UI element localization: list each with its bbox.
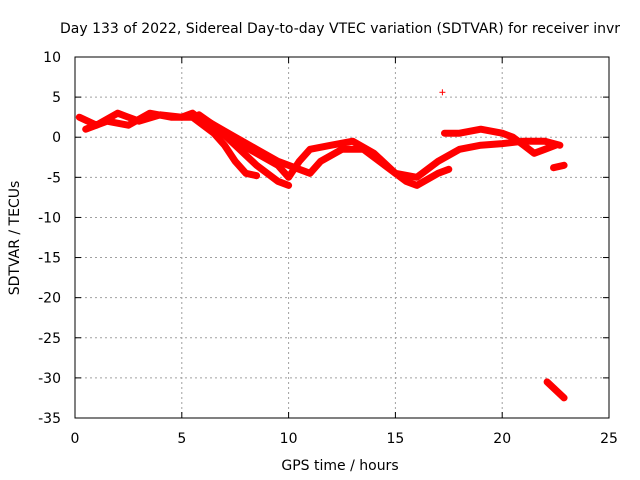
y-tick-label: 5 — [52, 90, 61, 106]
x-tick-label: 15 — [386, 431, 404, 447]
y-axis-label: SDTVAR / TECUs — [7, 181, 23, 296]
series-track-2 — [82, 109, 261, 180]
y-tick-label: -5 — [47, 170, 61, 186]
plot-frame — [74, 56, 610, 419]
y-tick-label: -15 — [38, 251, 61, 267]
series-track-5 — [441, 125, 560, 157]
series-track-6 — [550, 161, 568, 172]
chart-title: Day 133 of 2022, Sidereal Day-to-day VTE… — [60, 21, 620, 37]
y-tick-label: -30 — [38, 371, 61, 387]
x-tick-label: 20 — [493, 431, 511, 447]
outlier-point — [439, 89, 446, 96]
ticks: 0 5 10 15 20 25 10 5 0 -5 -10 -15 -20 -25 -30 -35 — [38, 50, 618, 447]
grid — [75, 57, 609, 418]
y-tick-label: -25 — [38, 331, 61, 347]
x-tick-label: 25 — [600, 431, 618, 447]
y-tick-label: -10 — [38, 210, 61, 226]
x-tick-label: 0 — [71, 431, 80, 447]
series-track-7 — [543, 378, 568, 402]
x-tick-label: 10 — [280, 431, 298, 447]
y-tick-label: 0 — [52, 130, 61, 146]
series-track-4 — [203, 117, 453, 189]
y-tick-label: -20 — [38, 291, 61, 307]
series-layer — [75, 89, 568, 402]
y-tick-label: 10 — [43, 50, 61, 66]
x-axis-label: GPS time / hours — [281, 458, 398, 474]
x-tick-label: 5 — [177, 431, 186, 447]
y-tick-label: -35 — [38, 411, 61, 427]
